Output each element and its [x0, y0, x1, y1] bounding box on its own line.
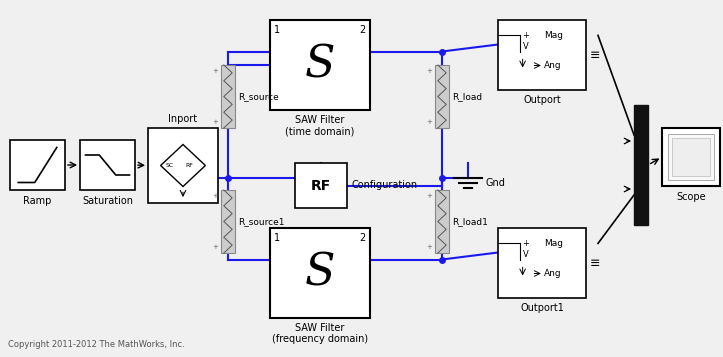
- Text: Ang: Ang: [544, 61, 561, 70]
- Text: +: +: [212, 119, 218, 125]
- Text: SAW Filter: SAW Filter: [295, 323, 345, 333]
- FancyBboxPatch shape: [10, 140, 65, 190]
- Text: R_source: R_source: [238, 92, 279, 101]
- FancyBboxPatch shape: [435, 65, 449, 128]
- Text: +: +: [212, 244, 218, 250]
- Text: R_source1: R_source1: [238, 217, 284, 226]
- Text: ≡: ≡: [590, 49, 601, 61]
- Text: Copyright 2011-2012 The MathWorks, Inc.: Copyright 2011-2012 The MathWorks, Inc.: [8, 340, 185, 349]
- Text: Mag: Mag: [544, 239, 562, 248]
- Text: R_load: R_load: [452, 92, 482, 101]
- FancyBboxPatch shape: [148, 128, 218, 203]
- Text: 2: 2: [360, 233, 366, 243]
- Text: +: +: [426, 244, 432, 250]
- Text: +: +: [212, 68, 218, 74]
- Text: 1: 1: [274, 25, 280, 35]
- Text: Inport: Inport: [168, 114, 197, 124]
- FancyBboxPatch shape: [221, 190, 235, 253]
- Text: V: V: [523, 250, 529, 260]
- FancyBboxPatch shape: [80, 140, 135, 190]
- Text: Ramp: Ramp: [23, 196, 51, 206]
- Text: 2: 2: [360, 25, 366, 35]
- FancyBboxPatch shape: [662, 128, 720, 186]
- Text: Outport: Outport: [523, 95, 561, 105]
- FancyBboxPatch shape: [498, 20, 586, 90]
- Text: 1: 1: [274, 233, 280, 243]
- FancyBboxPatch shape: [270, 20, 370, 110]
- Text: Gnd: Gnd: [486, 178, 506, 188]
- Text: Mag: Mag: [544, 31, 562, 40]
- FancyBboxPatch shape: [221, 65, 235, 128]
- Text: +: +: [426, 68, 432, 74]
- Text: +: +: [523, 238, 529, 247]
- Text: Scope: Scope: [676, 192, 706, 202]
- Text: +: +: [426, 119, 432, 125]
- Text: RF: RF: [311, 178, 331, 192]
- Text: +: +: [523, 30, 529, 40]
- Text: V: V: [523, 42, 529, 51]
- Text: S: S: [305, 44, 335, 87]
- FancyBboxPatch shape: [634, 105, 648, 225]
- Text: +: +: [212, 193, 218, 199]
- Text: Ang: Ang: [544, 269, 561, 278]
- FancyBboxPatch shape: [668, 134, 714, 180]
- FancyBboxPatch shape: [498, 228, 586, 298]
- Text: S: S: [305, 251, 335, 295]
- Text: SAW Filter: SAW Filter: [295, 115, 345, 125]
- Text: (frequency domain): (frequency domain): [272, 334, 368, 344]
- Text: R_load1: R_load1: [452, 217, 488, 226]
- Text: RF: RF: [186, 163, 194, 168]
- Text: ≡: ≡: [590, 256, 601, 270]
- FancyBboxPatch shape: [672, 138, 710, 176]
- Text: Saturation: Saturation: [82, 196, 133, 206]
- FancyBboxPatch shape: [270, 228, 370, 318]
- Text: Configuration: Configuration: [352, 181, 418, 191]
- Text: Outport1: Outport1: [520, 303, 564, 313]
- FancyBboxPatch shape: [295, 163, 347, 208]
- Text: (time domain): (time domain): [286, 126, 355, 136]
- FancyBboxPatch shape: [435, 190, 449, 253]
- Text: +: +: [426, 193, 432, 199]
- Text: SC: SC: [166, 163, 174, 168]
